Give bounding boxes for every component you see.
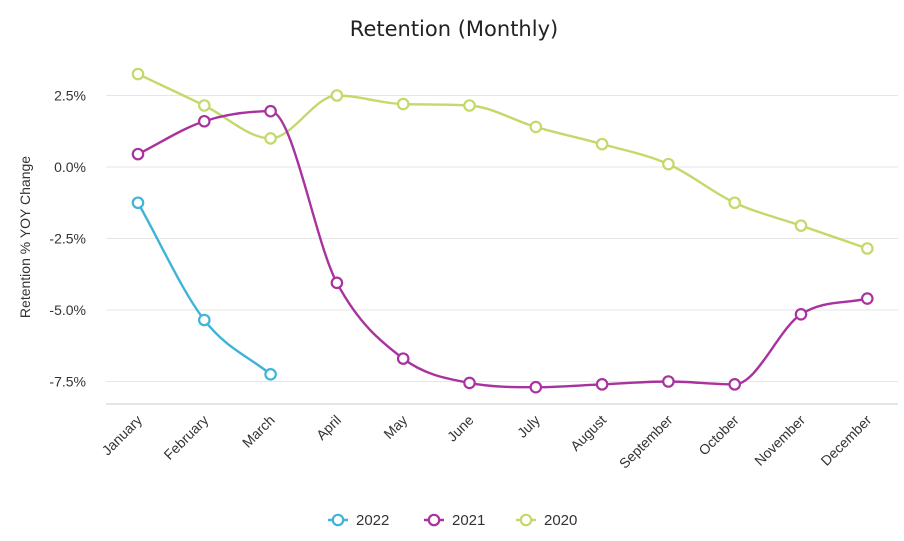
data-point xyxy=(330,276,344,290)
gridlines xyxy=(106,95,898,405)
x-tick-label: April xyxy=(313,412,344,443)
x-tick-label: September xyxy=(616,412,676,472)
data-point xyxy=(595,137,609,151)
x-tick-labels: January February March April May June July Augu… xyxy=(99,412,875,472)
series-2021 xyxy=(131,104,874,394)
series-lines xyxy=(131,67,874,394)
data-point xyxy=(728,196,741,210)
data-point xyxy=(198,99,211,112)
chart-title: Retention (Monthly) xyxy=(350,17,558,41)
data-point xyxy=(396,97,410,111)
data-point xyxy=(198,114,211,128)
legend-marker xyxy=(519,513,533,527)
legend-label: 2020 xyxy=(544,512,577,529)
series-2020 xyxy=(131,67,874,255)
legend-marker xyxy=(331,513,345,527)
data-point xyxy=(860,242,874,255)
y-tick-label: 0.0% xyxy=(54,159,86,175)
data-point xyxy=(131,67,145,81)
data-point xyxy=(396,352,410,365)
data-point xyxy=(264,132,277,145)
data-point xyxy=(264,368,277,381)
data-point xyxy=(463,376,476,390)
legend-item-2020[interactable]: 2020 xyxy=(516,512,577,529)
data-point xyxy=(860,292,874,305)
data-point xyxy=(662,157,675,171)
x-tick-label: November xyxy=(751,412,808,469)
data-point xyxy=(330,89,344,102)
legend-item-2021[interactable]: 2021 xyxy=(424,512,485,529)
legend-label: 2022 xyxy=(356,512,389,529)
x-tick-label: March xyxy=(239,412,278,451)
series-line-2020 xyxy=(137,72,868,250)
data-point xyxy=(794,219,808,232)
y-tick-label: -7.5% xyxy=(49,374,86,390)
y-tick-labels: 2.5% 0.0% -2.5% -5.0% -7.5% xyxy=(49,88,86,390)
data-point xyxy=(529,380,543,394)
data-point xyxy=(198,313,211,327)
data-point xyxy=(529,120,543,134)
x-tick-label: December xyxy=(817,412,874,469)
y-axis-label: Retention % YOY Change xyxy=(17,156,33,318)
data-point xyxy=(595,378,609,391)
legend-label: 2021 xyxy=(452,512,485,529)
data-point xyxy=(131,147,145,161)
y-tick-label: -2.5% xyxy=(49,231,86,247)
series-2022 xyxy=(131,196,277,381)
legend-item-2022[interactable]: 2022 xyxy=(328,512,389,529)
x-tick-label: June xyxy=(444,412,477,445)
legend-marker xyxy=(427,513,441,527)
data-point xyxy=(728,378,741,391)
legend[interactable]: 2022 2021 2020 xyxy=(328,512,577,529)
data-point xyxy=(264,104,277,118)
y-tick-label: 2.5% xyxy=(54,88,86,104)
x-tick-label: May xyxy=(380,412,410,442)
series-line-2021 xyxy=(137,110,868,389)
data-point xyxy=(131,196,145,210)
x-tick-label: October xyxy=(695,412,742,459)
x-tick-label: August xyxy=(567,412,609,454)
y-tick-label: -5.0% xyxy=(49,302,86,318)
x-tick-label: July xyxy=(514,412,543,441)
data-point xyxy=(662,375,675,388)
data-point xyxy=(794,307,808,321)
x-tick-label: February xyxy=(160,412,211,463)
x-tick-label: January xyxy=(99,412,146,459)
series-line-2022 xyxy=(136,202,272,376)
data-point xyxy=(463,99,476,112)
